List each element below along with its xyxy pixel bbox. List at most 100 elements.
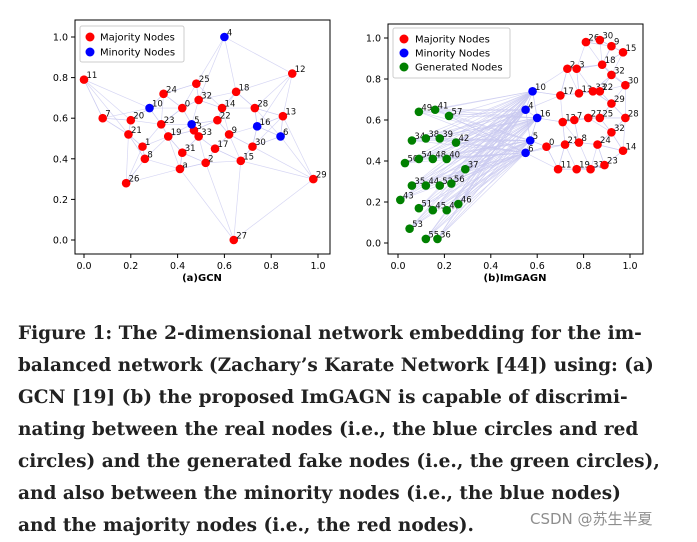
graph-edge xyxy=(439,117,538,139)
y-tick-label: 0.6 xyxy=(366,116,381,127)
caption-line: and also between the minority nodes (i.e… xyxy=(18,483,621,504)
node-point xyxy=(435,181,445,190)
graph-edge xyxy=(532,68,568,92)
node-point xyxy=(421,234,431,244)
node-label: 14 xyxy=(626,142,637,152)
graph-edge xyxy=(409,140,531,229)
node-point xyxy=(442,154,452,164)
graph-edge xyxy=(432,91,533,160)
node-label: 19 xyxy=(171,128,182,138)
node-point xyxy=(145,103,154,113)
node-point xyxy=(405,224,414,233)
graph-edge xyxy=(437,140,531,240)
graph-edge xyxy=(257,115,284,127)
node-label: 15 xyxy=(243,152,254,162)
node-point xyxy=(187,119,196,129)
node-point xyxy=(250,103,260,113)
graph-edge xyxy=(437,109,526,240)
node-point xyxy=(586,164,595,174)
node-label: 28 xyxy=(257,100,268,110)
legend-label-majority-gcn: Majority Nodes xyxy=(100,33,175,44)
node-point xyxy=(572,64,581,74)
y-tick-label: 1.0 xyxy=(366,34,381,45)
graph-edge xyxy=(449,115,538,119)
x-tick-label: 0.2 xyxy=(123,261,138,272)
node-label: 6 xyxy=(283,128,288,138)
y-tick-label: 0.0 xyxy=(53,236,68,247)
watermark: CSDN @苏生半夏 xyxy=(530,510,653,528)
node-label: 18 xyxy=(239,83,250,93)
graph-edge xyxy=(525,152,559,170)
node-point xyxy=(521,105,530,115)
graph-edge xyxy=(418,109,526,160)
legend-marker-generated-imgagn xyxy=(399,62,409,72)
x-tick-label: 0.8 xyxy=(264,261,279,272)
graph-edge xyxy=(196,83,223,109)
graph-edge xyxy=(144,136,169,160)
graph-edge xyxy=(532,91,538,119)
node-label: 27 xyxy=(591,109,602,119)
node-point xyxy=(79,75,89,84)
graph-edge xyxy=(409,91,533,229)
node-label: 44 xyxy=(428,177,439,187)
node-label: 11 xyxy=(87,71,98,81)
graph-edge xyxy=(233,160,242,241)
node-point xyxy=(607,128,616,137)
graph-edge xyxy=(161,107,183,125)
graph-edge xyxy=(214,148,241,162)
node-point xyxy=(309,174,318,184)
graph-edge xyxy=(252,146,314,180)
x-tick-label: 0.2 xyxy=(437,261,452,272)
legend-label-generated-imgagn: Generated Nodes xyxy=(415,63,503,74)
graph-edge xyxy=(163,83,197,95)
panel-label-gcn: (a)GCN xyxy=(182,273,222,284)
node-label: 0 xyxy=(185,100,190,110)
node-label: 31 xyxy=(185,144,196,154)
graph-edge xyxy=(537,117,563,123)
node-label: 3 xyxy=(579,60,584,70)
node-label: 6 xyxy=(528,144,533,154)
graph-edge xyxy=(224,36,293,74)
graph-edge xyxy=(622,117,626,151)
x-tick-label: 0.4 xyxy=(170,261,185,272)
node-point xyxy=(558,117,568,127)
caption-line: and the majority nodes (i.e., the red no… xyxy=(18,515,474,536)
legend-marker-minority-gcn xyxy=(85,47,95,57)
node-point xyxy=(600,160,609,170)
node-point xyxy=(236,156,246,166)
node-label: 9 xyxy=(614,38,619,48)
graph-edge xyxy=(578,142,591,170)
graph-edge xyxy=(102,107,150,119)
graph-edge xyxy=(83,79,104,119)
graph-edge xyxy=(217,91,237,121)
node-point xyxy=(460,164,470,174)
node-point xyxy=(276,132,285,141)
node-label: 37 xyxy=(468,161,479,171)
caption-line: GCN [19] (b) the proposed ImGAGN is capa… xyxy=(18,387,628,408)
node-label: 30 xyxy=(255,138,266,148)
graph-edge xyxy=(560,95,564,123)
node-label: 40 xyxy=(449,150,460,160)
node-point xyxy=(428,205,438,215)
node-label: 7 xyxy=(577,112,582,122)
graph-edge xyxy=(235,73,293,93)
node-label: a xyxy=(182,160,187,170)
graph-edge xyxy=(205,162,235,241)
node-point xyxy=(621,113,630,123)
graph-edge xyxy=(181,83,197,109)
node-point xyxy=(138,142,147,151)
node-point xyxy=(593,140,602,149)
graph-edge xyxy=(432,117,538,160)
axes-imgagn: 0.0 0.2 0.4 0.6 0.8 1.0 0.0 0.2 0.4 0.6 0.8 1.0 xyxy=(366,34,638,273)
node-point xyxy=(229,235,239,245)
node-label: 32 xyxy=(201,91,212,101)
node-label: 50 xyxy=(407,155,418,165)
x-tick-label: 1.0 xyxy=(310,261,325,272)
node-label: 35 xyxy=(414,177,425,187)
graph-edge xyxy=(425,91,533,186)
graph-edge xyxy=(102,117,129,135)
node-point xyxy=(560,140,570,149)
points-gcn: 0123789111213141517181920212223242526272… xyxy=(79,29,327,245)
node-label: 53 xyxy=(412,220,423,230)
node-label: 39 xyxy=(442,130,453,140)
